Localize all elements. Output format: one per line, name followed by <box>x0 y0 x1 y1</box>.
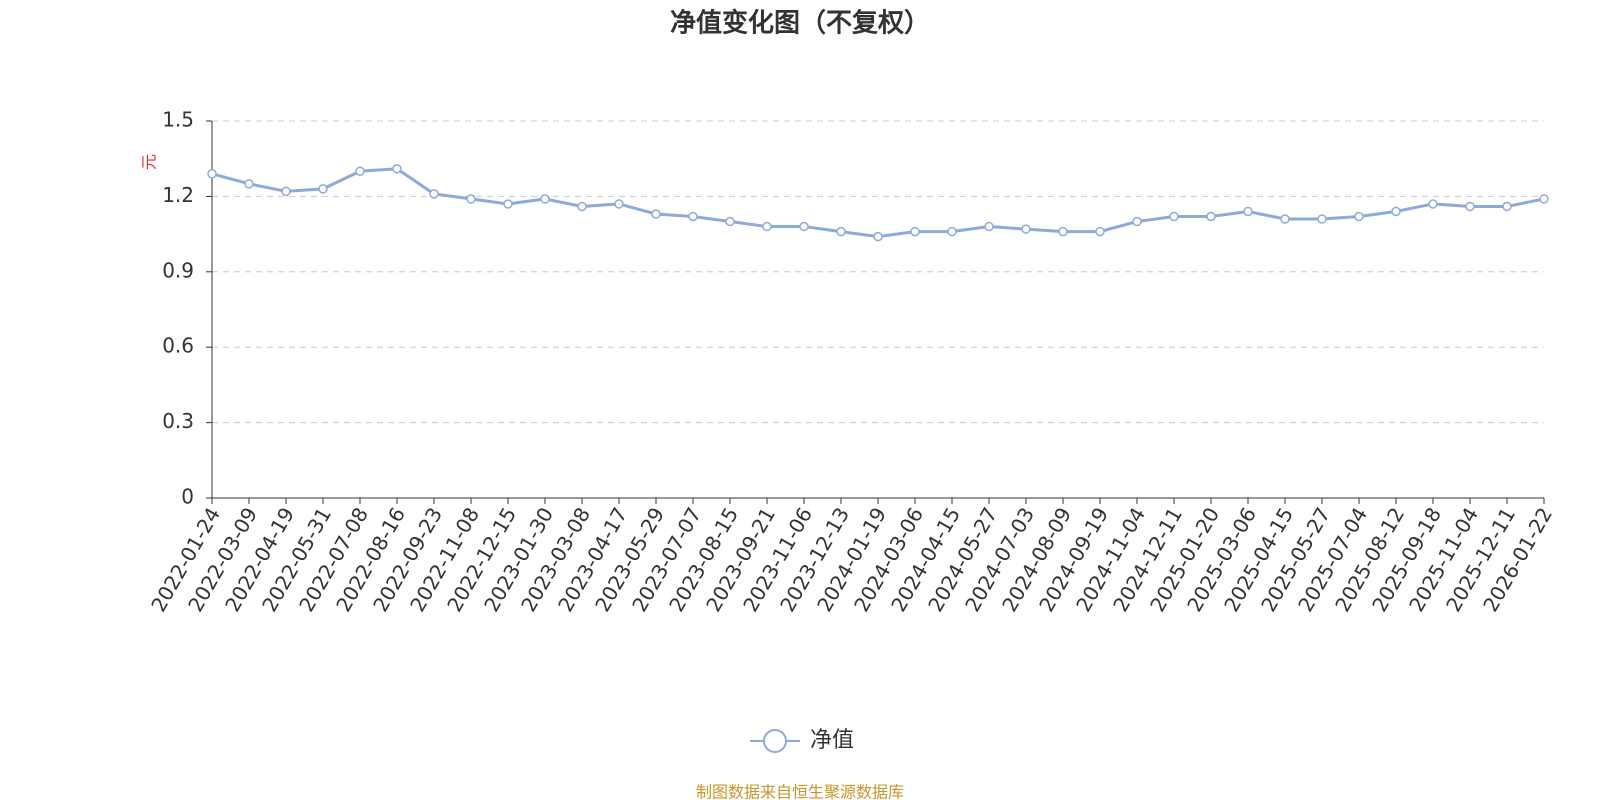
point <box>725 216 735 227</box>
y-tick-label: 1.2 <box>162 183 194 207</box>
point <box>1539 194 1549 204</box>
point <box>1280 214 1290 224</box>
point <box>762 221 772 232</box>
point <box>392 164 402 174</box>
point <box>540 194 550 204</box>
point <box>688 211 698 222</box>
point <box>836 226 846 237</box>
point <box>1465 201 1475 212</box>
point <box>1058 226 1068 237</box>
point <box>466 194 476 204</box>
point <box>503 199 513 209</box>
point <box>947 226 957 237</box>
point <box>207 169 217 179</box>
point <box>577 201 587 212</box>
y-tick-label: 0 <box>181 485 194 509</box>
y-tick-label: 0.9 <box>162 258 194 282</box>
point <box>1354 211 1364 222</box>
point <box>355 166 365 177</box>
point <box>873 231 883 242</box>
point <box>614 199 624 209</box>
chart-title: 净值变化图（不复权） <box>670 8 930 39</box>
point <box>429 189 439 199</box>
point <box>1317 214 1327 224</box>
point <box>244 179 254 189</box>
point <box>651 209 661 219</box>
line <box>211 167 1545 239</box>
point <box>799 221 809 232</box>
point <box>1502 201 1512 212</box>
point <box>1206 211 1216 222</box>
y-tick-label: 0.3 <box>162 409 194 433</box>
point <box>1132 216 1142 227</box>
point <box>910 226 920 237</box>
point <box>1021 224 1031 234</box>
y-tick-label: 0.6 <box>162 334 194 358</box>
point <box>1391 206 1401 217</box>
source-note: 制图数据来自恒生聚源数据库 <box>696 783 904 800</box>
legend-marker <box>763 729 787 753</box>
legend-label: 净值 <box>810 728 854 753</box>
point <box>984 221 994 232</box>
y-axis-label: 元 <box>140 154 159 170</box>
point <box>1169 211 1179 222</box>
point <box>1095 226 1105 237</box>
point <box>318 184 328 194</box>
point <box>1243 206 1253 217</box>
y-tick-label: 1.5 <box>162 108 194 132</box>
point <box>1428 199 1438 209</box>
point <box>281 186 291 197</box>
